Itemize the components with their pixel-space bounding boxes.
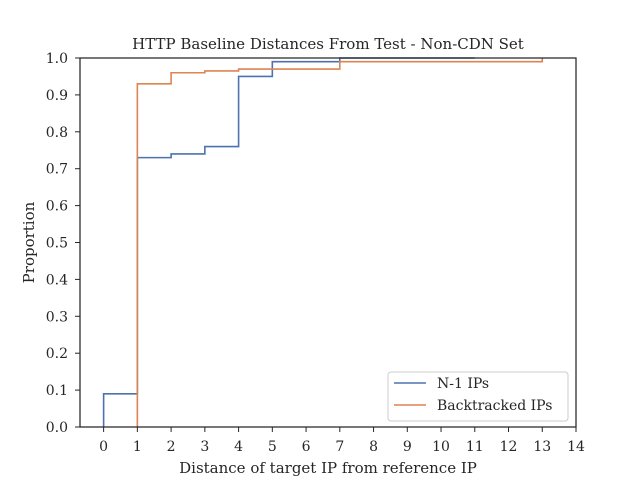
y-tick-label: 0.2 <box>46 346 68 362</box>
x-tick-label: 4 <box>234 439 243 455</box>
y-tick-label: 0.5 <box>46 236 68 252</box>
x-tick-label: 5 <box>268 439 277 455</box>
x-axis: 0 1 2 3 4 5 6 7 8 9 10 11 12 13 14 <box>99 427 585 455</box>
y-tick-label: 0.1 <box>46 383 68 399</box>
y-axis-label: Proportion <box>20 201 38 283</box>
x-tick-label: 8 <box>369 439 378 455</box>
x-tick-label: 10 <box>432 439 450 455</box>
y-tick-label: 0.6 <box>46 199 68 215</box>
y-tick-label: 0.8 <box>46 125 68 141</box>
series-line-2 <box>136 58 544 427</box>
series-layer <box>102 57 544 427</box>
legend: N-1 IPs Backtracked IPs <box>387 371 569 422</box>
y-tick-label: 0.4 <box>46 272 68 288</box>
x-tick-label: 6 <box>302 439 311 455</box>
y-tick-label: 0.7 <box>46 162 68 178</box>
y-tick-label: 0.3 <box>46 309 68 325</box>
x-tick-label: 7 <box>335 439 344 455</box>
legend-label-2: Backtracked IPs <box>437 398 552 414</box>
y-tick-label: 0.9 <box>46 88 68 104</box>
x-axis-label: Distance of target IP from reference IP <box>179 459 477 477</box>
legend-box <box>387 371 569 422</box>
x-tick-label: 1 <box>133 439 142 455</box>
y-tick-label: 0.0 <box>46 420 68 436</box>
x-tick-label: 14 <box>567 439 585 455</box>
x-tick-label: 12 <box>500 439 518 455</box>
x-tick-label: 9 <box>403 439 412 455</box>
x-tick-label: 11 <box>466 439 484 455</box>
legend-label-1: N-1 IPs <box>437 376 489 392</box>
y-axis: 0.0 0.1 0.2 0.3 0.4 0.5 0.6 0.7 0.8 0.9 1.0 <box>46 51 80 436</box>
x-tick-label: 0 <box>99 439 108 455</box>
chart-title: HTTP Baseline Distances From Test - Non-… <box>132 35 524 53</box>
y-tick-label: 1.0 <box>46 51 68 67</box>
x-tick-label: 13 <box>533 439 551 455</box>
x-tick-label: 3 <box>200 439 209 455</box>
x-tick-label: 2 <box>167 439 176 455</box>
